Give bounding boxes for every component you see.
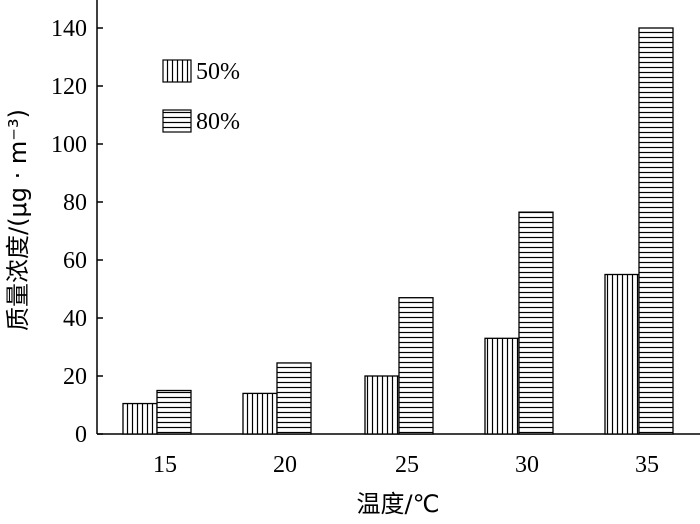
plot-area: 0 20 40 60 80 100 120 140 15 20 25 30 35 [51, 0, 700, 478]
legend-swatch-80 [162, 109, 192, 133]
y-tick-label: 20 [63, 364, 87, 390]
y-tick-label: 140 [51, 16, 87, 42]
legend-label-50: 50% [196, 59, 240, 85]
y-tick-label: 60 [63, 248, 87, 274]
x-ticks: 15 20 25 30 35 [153, 428, 659, 478]
y-tick-label: 40 [63, 306, 87, 332]
bar-50pct-35 [604, 273, 640, 435]
y-tick-label: 120 [51, 74, 87, 100]
y-tick-label: 100 [51, 132, 87, 158]
bar-50pct-15 [122, 402, 158, 435]
legend: 50% 80% [162, 59, 240, 135]
x-tick-label: 15 [153, 452, 177, 478]
y-axis-title: 质量浓度/(μg · m⁻³) [4, 109, 32, 331]
bars [122, 27, 674, 435]
x-tick-label: 35 [635, 452, 659, 478]
y-tick-label: 80 [63, 190, 87, 216]
bar-80pct-20 [276, 362, 312, 435]
bar-80pct-25 [398, 297, 434, 435]
legend-label-80: 80% [196, 109, 240, 135]
x-tick-label: 20 [273, 452, 297, 478]
bar-80pct-35 [638, 27, 674, 435]
bar-80pct-15 [156, 389, 192, 435]
bar-50pct-20 [242, 392, 278, 435]
legend-swatch-50 [162, 59, 192, 83]
y-tick-label: 0 [75, 422, 87, 448]
bar-50pct-30 [484, 337, 520, 435]
y-ticks: 0 20 40 60 80 100 120 140 [51, 16, 103, 448]
bar-80pct-30 [518, 211, 554, 435]
bar-50pct-25 [364, 375, 400, 435]
x-tick-label: 30 [515, 452, 539, 478]
x-axis-title: 温度/℃ [356, 490, 439, 518]
x-tick-label: 25 [395, 452, 419, 478]
